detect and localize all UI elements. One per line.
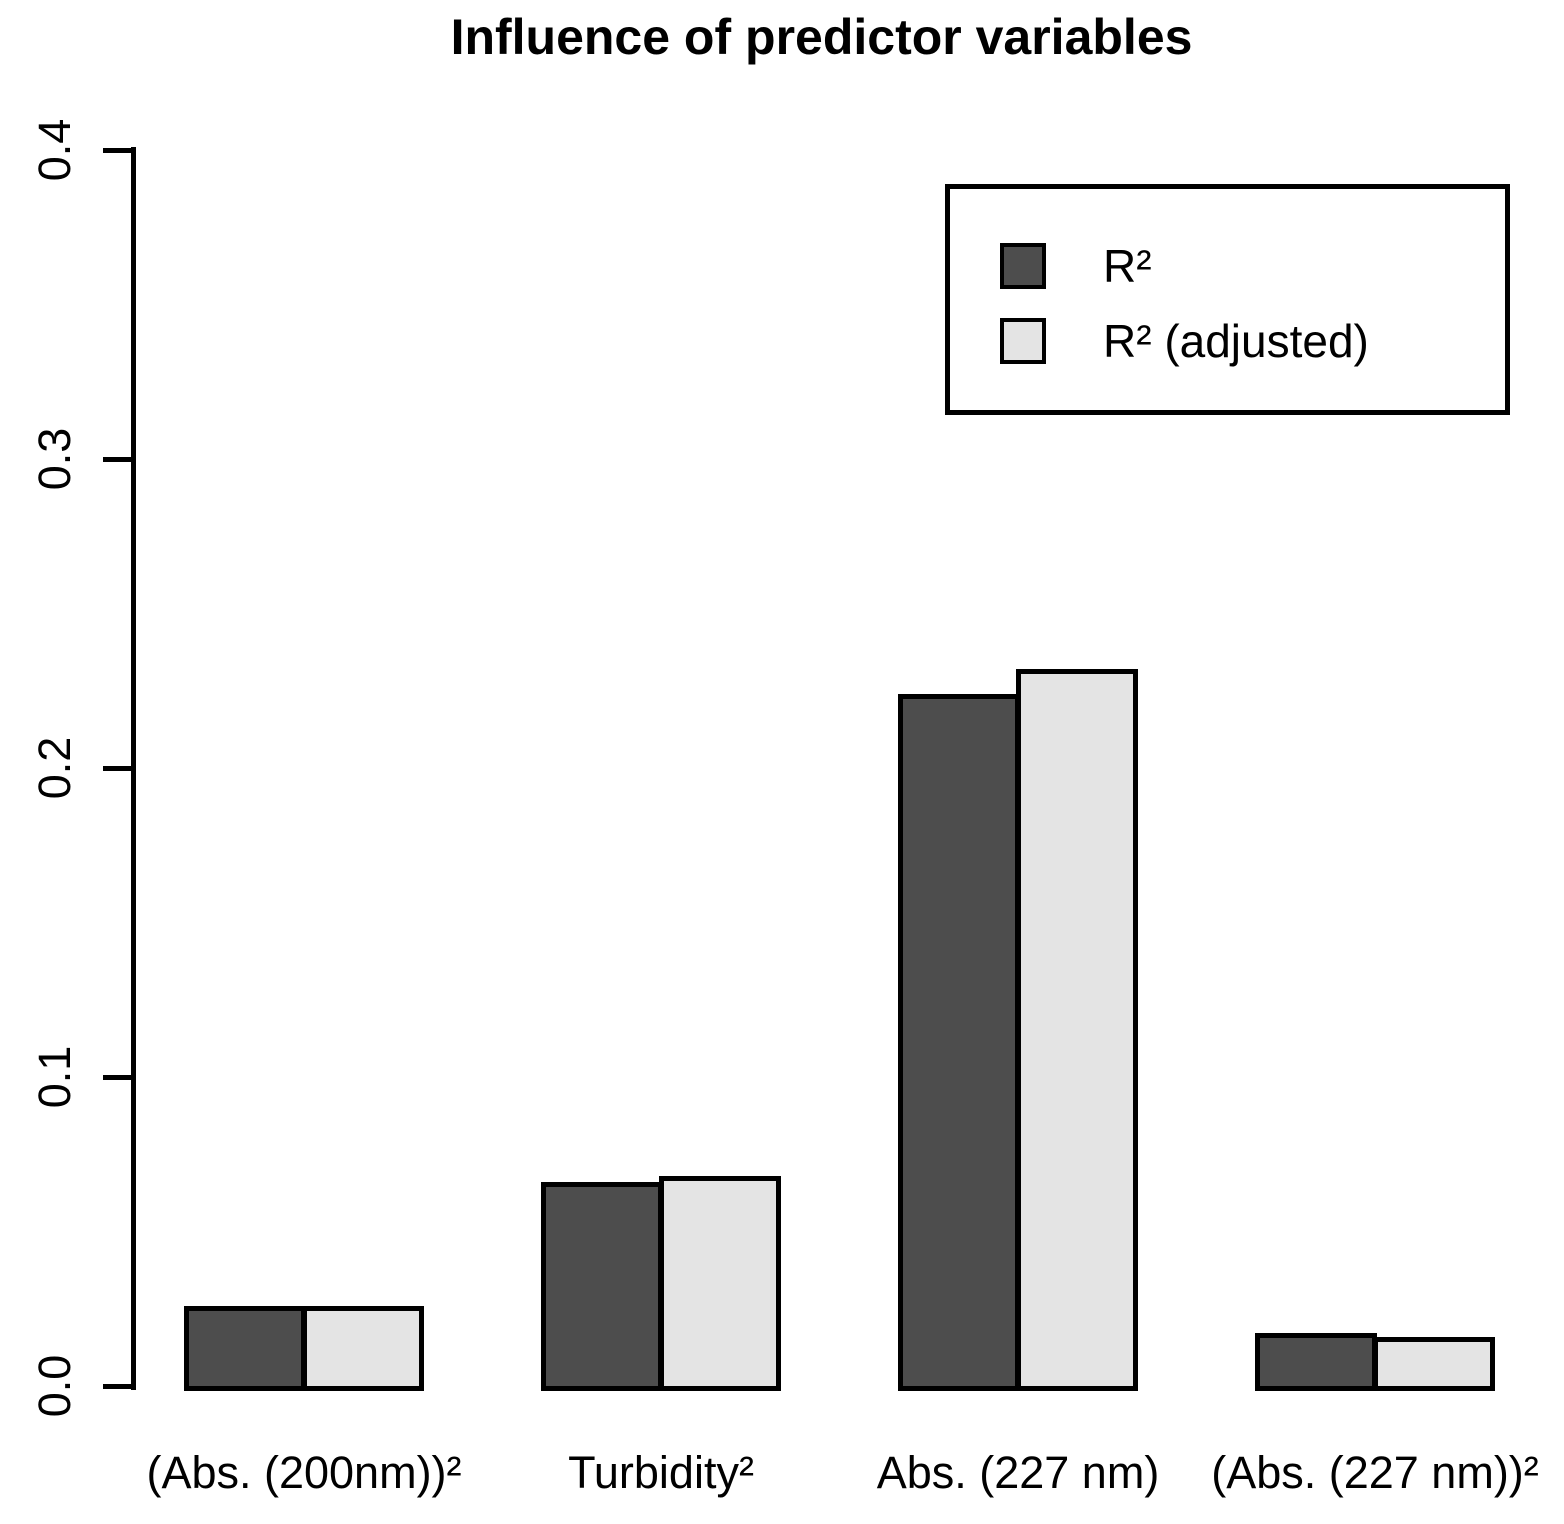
y-tick-label: 0.0: [29, 1354, 80, 1418]
bar: [898, 694, 1020, 1391]
y-tick-label: 0.4: [29, 118, 80, 182]
y-tick: [103, 457, 133, 462]
x-category-label: (Abs. (227 nm))²: [1211, 1447, 1539, 1498]
y-tick: [103, 1384, 133, 1389]
y-tick: [103, 148, 133, 153]
y-tick: [103, 1075, 133, 1080]
legend-box: R² R² (adjusted): [945, 184, 1510, 415]
x-category-label: Turbidity²: [568, 1447, 754, 1498]
legend-label-r2: R²: [1103, 240, 1152, 292]
legend-swatch-r2: [1000, 243, 1046, 289]
bar: [1016, 669, 1138, 1391]
y-tick: [103, 766, 133, 771]
y-tick-label: 0.1: [29, 1045, 80, 1109]
legend-label-r2-adjusted: R² (adjusted): [1103, 315, 1369, 367]
bar: [302, 1306, 424, 1391]
y-tick-label: 0.2: [29, 736, 80, 800]
x-category-label: (Abs. (200nm))²: [146, 1447, 462, 1498]
bar: [1373, 1337, 1495, 1391]
y-tick-label: 0.3: [29, 427, 80, 491]
y-axis-line: [131, 147, 136, 1390]
bar: [659, 1176, 781, 1391]
legend-swatch-r2-adjusted: [1000, 318, 1046, 364]
x-category-label: Abs. (227 nm): [876, 1447, 1160, 1498]
bar: [541, 1182, 663, 1391]
bar: [184, 1306, 306, 1391]
chart-title: Influence of predictor variables: [450, 9, 1193, 65]
bar: [1255, 1333, 1377, 1391]
